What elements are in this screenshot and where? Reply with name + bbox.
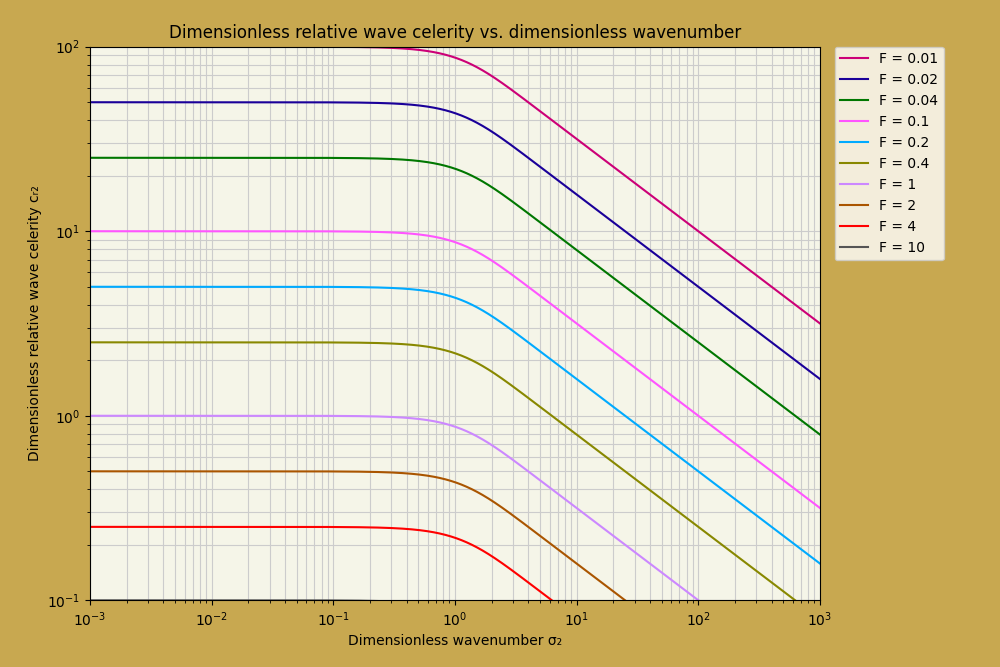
F = 0.1	[721, 434, 733, 442]
F = 0.2	[800, 549, 812, 557]
F = 1	[396, 414, 408, 422]
F = 0.2	[721, 489, 733, 497]
F = 10	[364, 597, 376, 605]
F = 0.04	[814, 431, 826, 439]
F = 0.04	[396, 155, 408, 163]
F = 0.4	[364, 339, 376, 347]
F = 0.02	[84, 98, 96, 106]
F = 0.01	[211, 43, 223, 51]
F = 2	[396, 469, 408, 477]
F = 2	[84, 468, 96, 476]
F = 0.02	[721, 305, 733, 313]
F = 0.02	[396, 100, 408, 108]
F = 10	[396, 598, 408, 606]
Line: F = 0.04: F = 0.04	[90, 158, 820, 435]
F = 0.2	[814, 560, 826, 568]
F = 0.4	[167, 338, 179, 346]
Line: F = 0.4: F = 0.4	[90, 342, 820, 619]
F = 0.4	[814, 615, 826, 623]
F = 4	[396, 524, 408, 532]
F = 0.1	[814, 504, 826, 512]
F = 4	[364, 524, 376, 532]
F = 0.1	[167, 227, 179, 235]
F = 2	[211, 468, 223, 476]
Line: F = 0.1: F = 0.1	[90, 231, 820, 508]
F = 0.4	[800, 604, 812, 612]
F = 10	[167, 596, 179, 604]
F = 0.2	[364, 283, 376, 291]
Line: F = 10: F = 10	[90, 600, 820, 667]
F = 0.01	[721, 249, 733, 257]
F = 0.02	[800, 364, 812, 372]
F = 0.1	[211, 227, 223, 235]
F = 10	[211, 596, 223, 604]
F = 4	[167, 523, 179, 531]
F = 0.4	[84, 338, 96, 346]
F = 0.1	[364, 227, 376, 235]
F = 0.04	[364, 154, 376, 162]
F = 0.4	[396, 340, 408, 348]
F = 0.01	[364, 43, 376, 51]
Line: F = 4: F = 4	[90, 527, 820, 667]
F = 4	[211, 523, 223, 531]
F = 0.2	[84, 283, 96, 291]
Line: F = 1: F = 1	[90, 416, 820, 667]
Line: F = 0.01: F = 0.01	[90, 47, 820, 323]
F = 10	[84, 596, 96, 604]
Line: F = 0.02: F = 0.02	[90, 102, 820, 379]
F = 0.4	[211, 338, 223, 346]
F = 0.02	[364, 99, 376, 107]
F = 0.01	[814, 319, 826, 327]
F = 1	[84, 412, 96, 420]
F = 0.04	[84, 154, 96, 162]
F = 0.01	[84, 43, 96, 51]
F = 2	[167, 468, 179, 476]
F = 1	[721, 618, 733, 626]
Title: Dimensionless relative wave celerity vs. dimensionless wavenumber: Dimensionless relative wave celerity vs.…	[169, 25, 741, 43]
F = 1	[167, 412, 179, 420]
F = 0.2	[211, 283, 223, 291]
F = 0.1	[396, 229, 408, 237]
F = 0.02	[211, 98, 223, 106]
F = 0.04	[721, 360, 733, 368]
Y-axis label: Dimensionless relative wave celerity cᵣ₂: Dimensionless relative wave celerity cᵣ₂	[28, 185, 42, 462]
F = 0.04	[211, 154, 223, 162]
Line: F = 0.2: F = 0.2	[90, 287, 820, 564]
F = 2	[364, 468, 376, 476]
F = 0.2	[167, 283, 179, 291]
F = 0.4	[721, 545, 733, 553]
Legend: F = 0.01, F = 0.02, F = 0.04, F = 0.1, F = 0.2, F = 0.4, F = 1, F = 2, F = 4, F : F = 0.01, F = 0.02, F = 0.04, F = 0.1, F…	[835, 47, 944, 260]
F = 0.02	[814, 375, 826, 383]
F = 0.2	[396, 285, 408, 293]
F = 0.1	[84, 227, 96, 235]
F = 0.1	[800, 493, 812, 501]
F = 0.04	[167, 154, 179, 162]
F = 4	[84, 523, 96, 531]
F = 0.04	[800, 420, 812, 428]
F = 0.02	[167, 98, 179, 106]
Line: F = 2: F = 2	[90, 472, 820, 667]
F = 0.01	[396, 45, 408, 53]
X-axis label: Dimensionless wavenumber σ₂: Dimensionless wavenumber σ₂	[348, 634, 562, 648]
F = 0.01	[167, 43, 179, 51]
F = 1	[211, 412, 223, 420]
F = 0.01	[800, 309, 812, 317]
F = 1	[364, 412, 376, 420]
